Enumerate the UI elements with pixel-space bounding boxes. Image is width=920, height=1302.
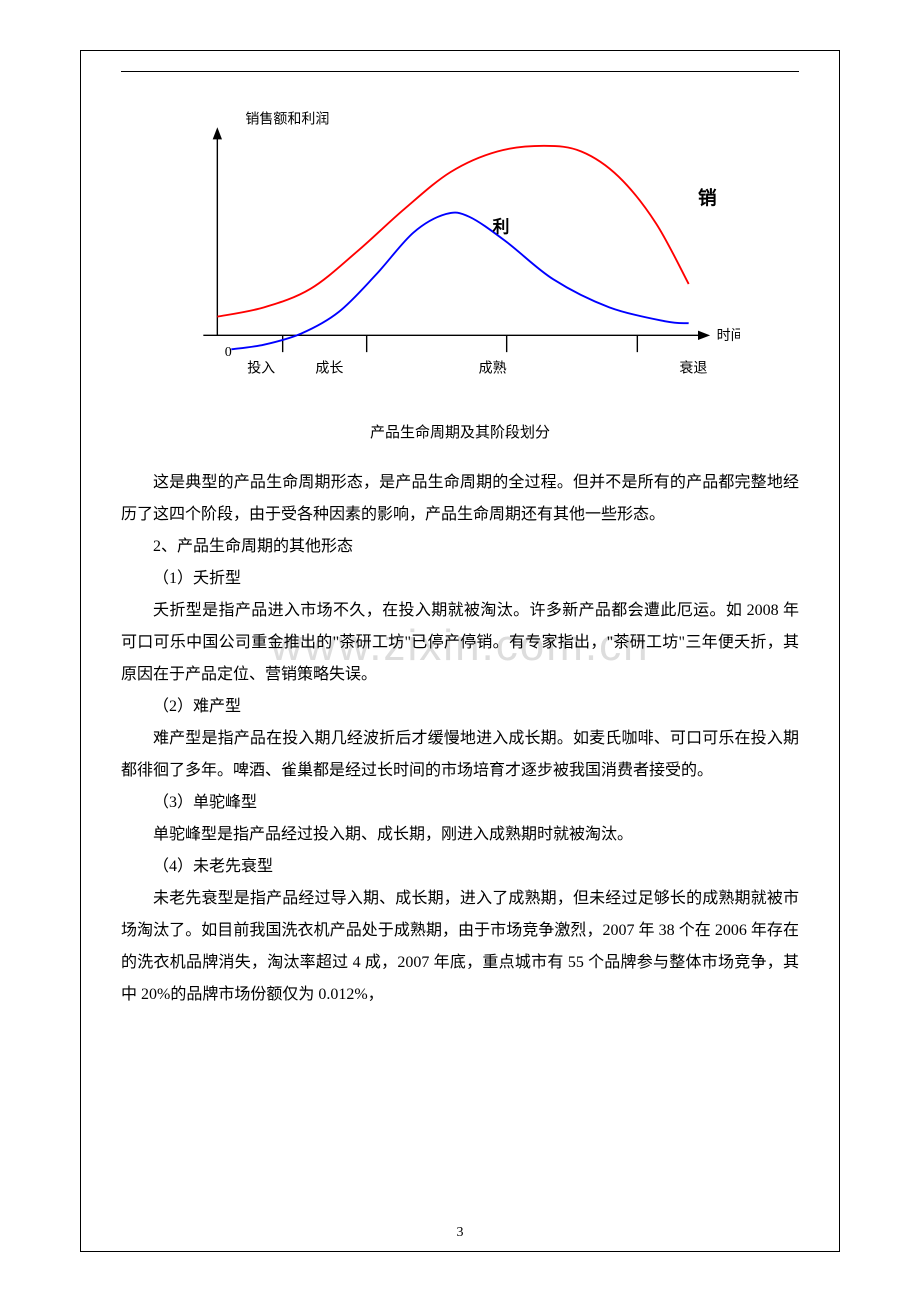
svg-text:利: 利 xyxy=(493,217,510,237)
svg-text:销: 销 xyxy=(698,188,717,210)
content: 销售额和利润 0 投入 成长 成熟 衰退时间 销利 产品生命周期及其阶段划分 这是典型的产品… xyxy=(121,106,799,1011)
svg-text:投入: 投入 xyxy=(247,361,275,377)
svg-text:0: 0 xyxy=(225,345,232,360)
svg-text:时间: 时间 xyxy=(717,328,740,344)
paragraph: 夭折型是指产品进入市场不久，在投入期就被淘汰。许多新产品都会遭此厄运。如 200… xyxy=(121,595,799,691)
subheading: （3）单驼峰型 xyxy=(121,787,799,819)
chart-svg: 销售额和利润 0 投入 成长 成熟 衰退时间 销利 xyxy=(180,106,740,406)
chart-caption: 产品生命周期及其阶段划分 xyxy=(121,421,799,442)
subheading: （1）夭折型 xyxy=(121,563,799,595)
top-rule xyxy=(121,71,799,72)
paragraph: 难产型是指产品在投入期几经波折后才缓慢地进入成长期。如麦氏咖啡、可口可乐在投入期… xyxy=(121,723,799,787)
svg-text:成长: 成长 xyxy=(315,361,343,377)
section-heading: 2、产品生命周期的其他形态 xyxy=(121,531,799,563)
paragraph: 单驼峰型是指产品经过投入期、成长期，刚进入成熟期时就被淘汰。 xyxy=(121,819,799,851)
paragraph: 这是典型的产品生命周期形态，是产品生命周期的全过程。但并不是所有的产品都完整地经… xyxy=(121,467,799,531)
svg-text:销售额和利润: 销售额和利润 xyxy=(245,111,329,127)
page-frame: www.zixin.com.cn 销售额和利润0投入成长成熟衰退时间销利 产品生… xyxy=(80,50,840,1252)
page-number: 3 xyxy=(457,1225,464,1241)
svg-text:衰退: 衰退 xyxy=(679,360,707,377)
lifecycle-chart: 销售额和利润 0 投入 成长 成熟 衰退时间 销利 xyxy=(180,106,740,411)
paragraph: 未老先衰型是指产品经过导入期、成长期，进入了成熟期，但未经过足够长的成熟期就被市… xyxy=(121,883,799,1011)
subheading: （4）未老先衰型 xyxy=(121,851,799,883)
subheading: （2）难产型 xyxy=(121,691,799,723)
svg-text:成熟: 成熟 xyxy=(479,361,507,377)
